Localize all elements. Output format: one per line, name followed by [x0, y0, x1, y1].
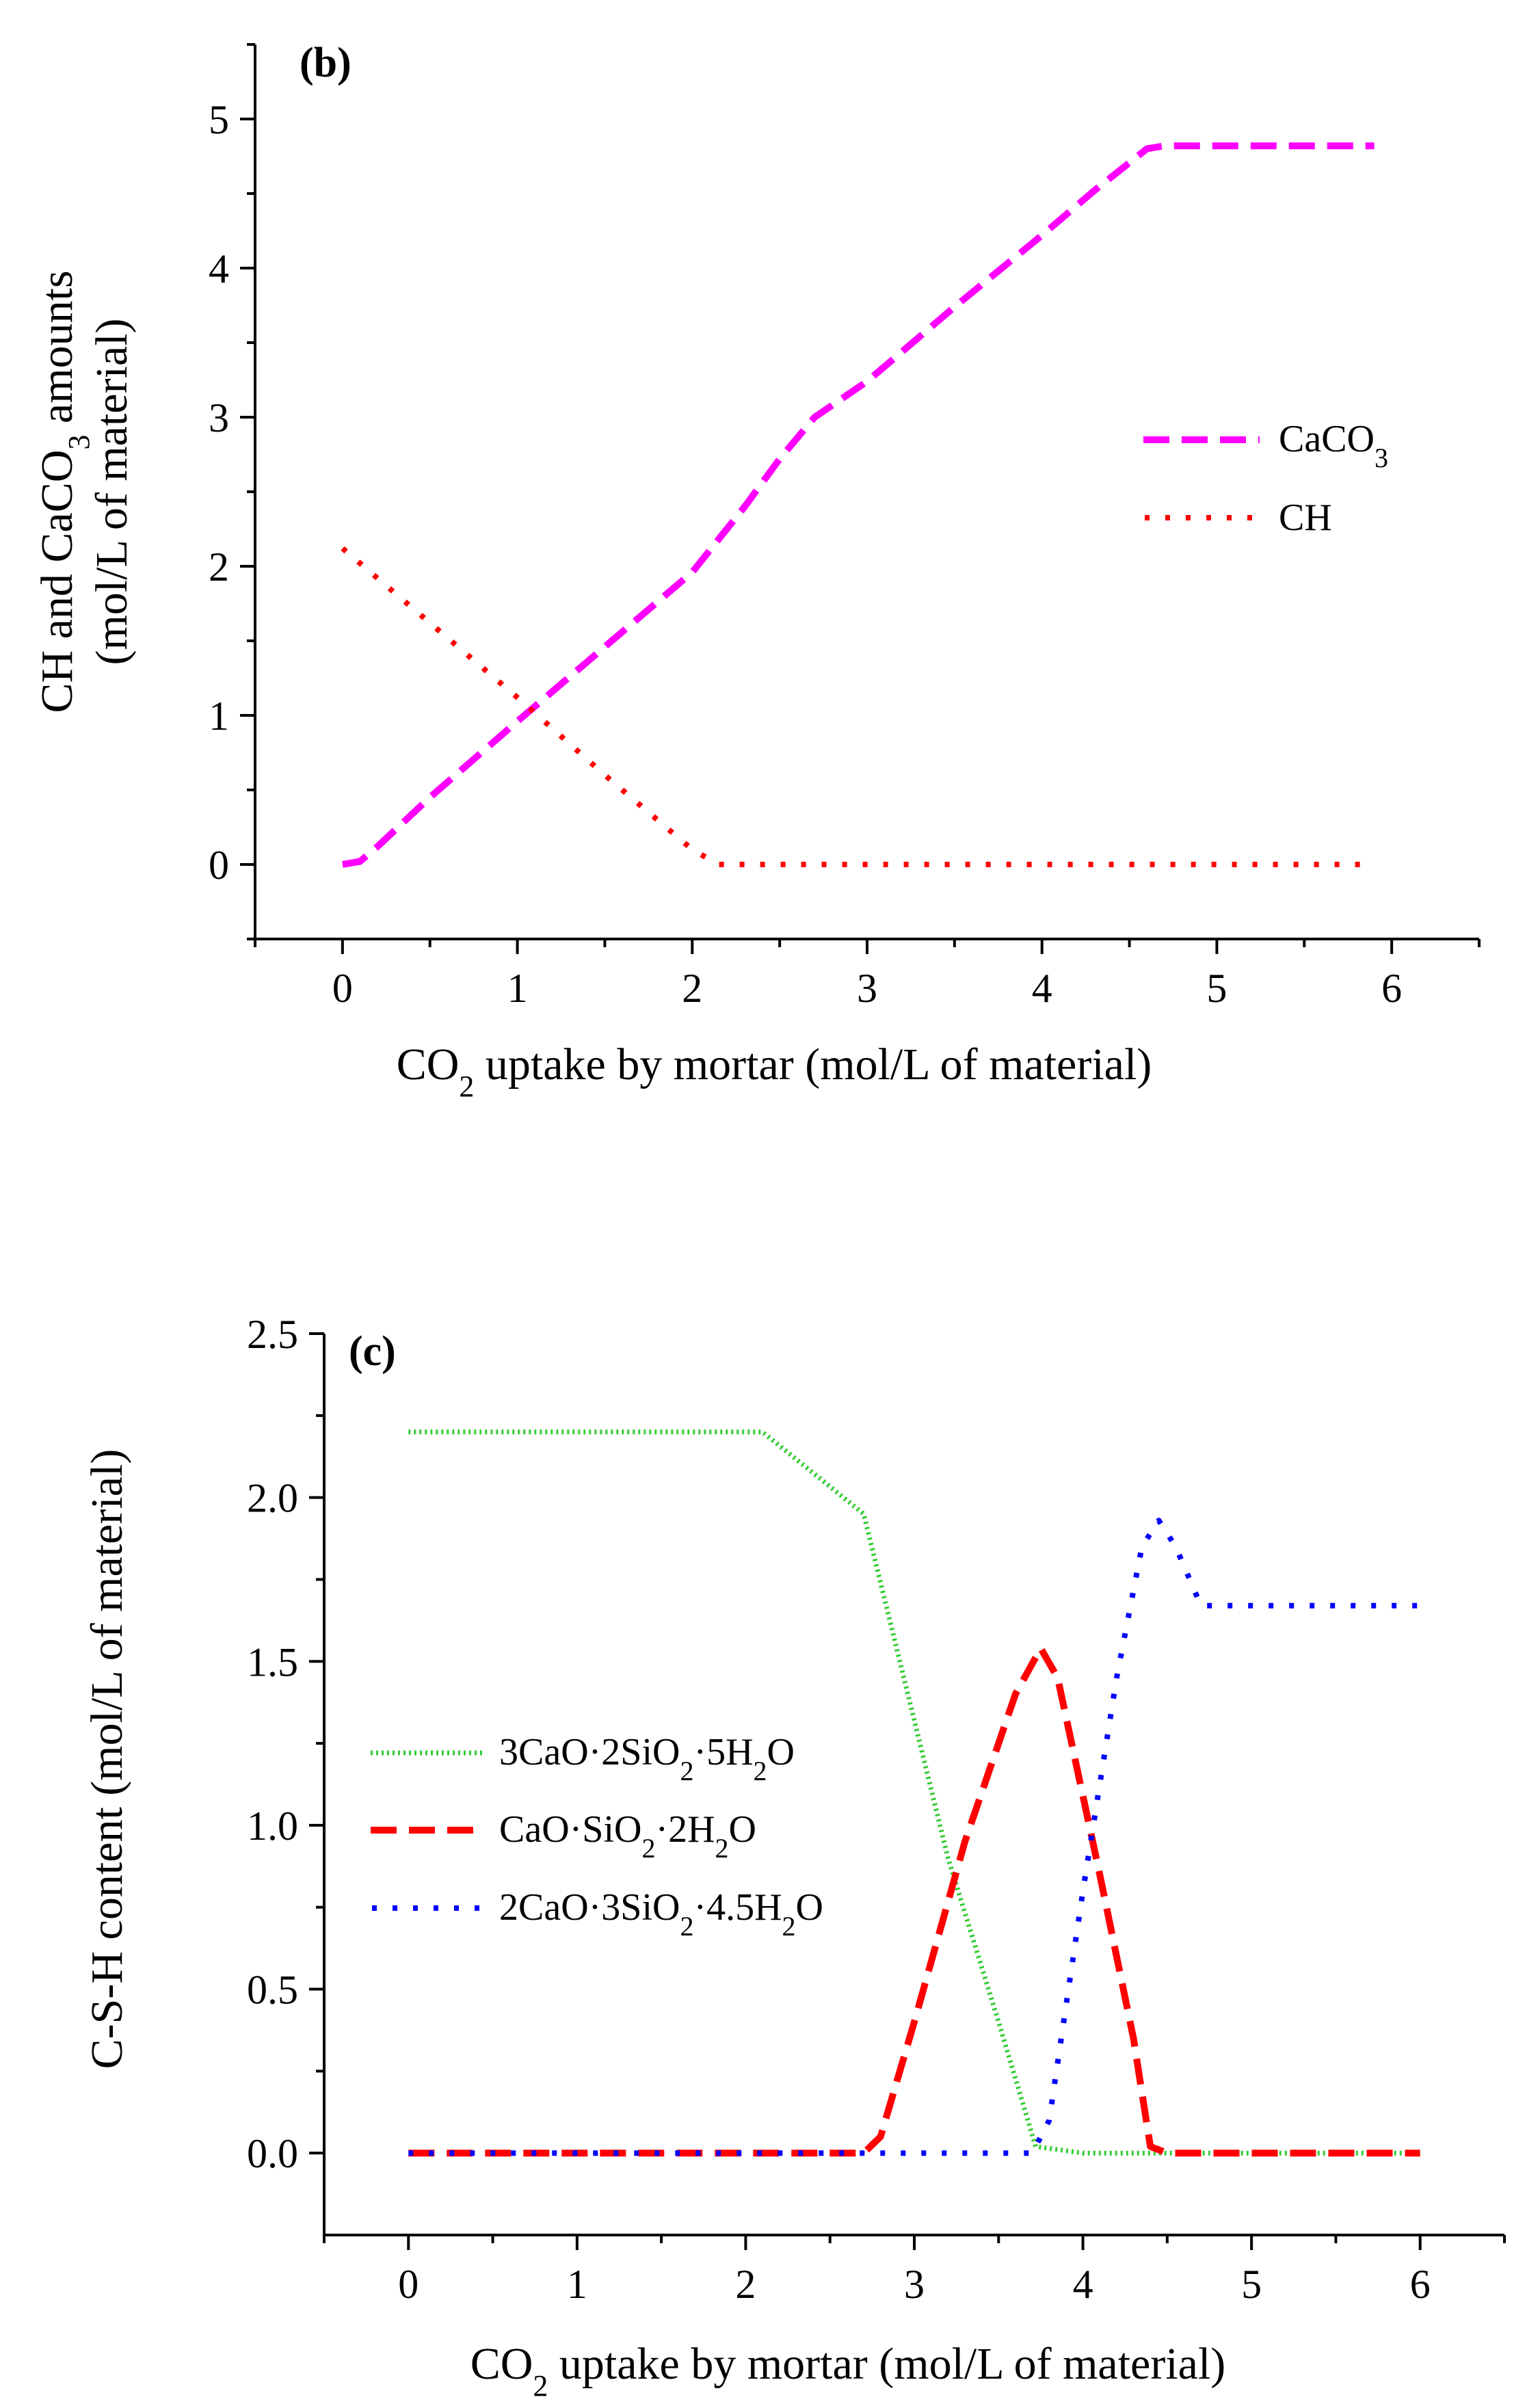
b-x-tick-label: 4: [1032, 966, 1052, 1011]
c-x-tick-label: 4: [1073, 2262, 1093, 2307]
panel-c-ticks: [309, 1332, 1506, 2250]
legend-label-ch: CH: [1279, 497, 1332, 539]
c-x-tick-label: 2: [735, 2262, 756, 2307]
panel-b-label: (b): [300, 40, 351, 86]
panel-b-ylabel-line1: CH and CaCO3 amounts: [32, 270, 96, 713]
b-x-tick-label: 3: [857, 966, 877, 1011]
panel-b-tick-labels: 0 1 2 3 4 5 6 0 1 2 3 4 5: [209, 97, 1402, 1011]
panel-c-tick-labels: 0 1 2 3 4 5 6 0.0 0.5 1.0 1.5 2.0 2.5: [247, 1312, 1431, 2307]
legend-label-3cao: 3CaO·2SiO2·5H2O: [499, 1731, 795, 1786]
panel-b-legend: CaCO3 CH: [1143, 418, 1388, 539]
chart-panel-b: 0 1 2 3 4 5 6 0 1 2 3 4 5 (b) CH and CaCO3 amounts (…: [32, 40, 1481, 1103]
panel-c-axes: [323, 1334, 1504, 2236]
c-series-line-1: [408, 1645, 1420, 2157]
c-y-tick-label: 1.5: [247, 1639, 298, 1684]
panel-b-ylabel-line2: (mol/L of material): [87, 318, 137, 665]
b-y-tick-label: 4: [209, 246, 229, 291]
panel-c-legend: 3CaO·2SiO2·5H2O CaO·SiO2·2H2O 2CaO·3SiO2…: [371, 1731, 823, 1942]
b-series-line-0: [342, 142, 1375, 868]
c-y-tick-label: 2.0: [247, 1476, 298, 1521]
b-y-tick-label: 0: [209, 843, 229, 888]
legend-label-2cao: 2CaO·3SiO2·4.5H2O: [499, 1886, 823, 1942]
b-x-tick-label: 1: [507, 966, 528, 1011]
c-y-tick-label: 0.0: [247, 2131, 298, 2176]
panel-c-label: (c): [349, 1328, 396, 1375]
b-x-tick-label: 2: [682, 966, 702, 1011]
c-x-tick-label: 6: [1410, 2262, 1431, 2307]
panel-b-ticks: [240, 43, 1481, 954]
panel-c-xlabel: CO2 uptake by mortar (mol/L of material): [470, 2339, 1226, 2403]
c-x-tick-label: 3: [904, 2262, 925, 2307]
b-y-tick-label: 3: [209, 395, 229, 440]
b-y-tick-label: 1: [209, 693, 229, 739]
chart-panel-c: 0 1 2 3 4 5 6 0.0 0.5 1.0 1.5 2.0 2.5 (c) C-S-H cont…: [82, 1312, 1506, 2403]
c-y-tick-label: 0.5: [247, 1968, 298, 2013]
c-series-line-0: [408, 1429, 1420, 2156]
c-x-tick-label: 5: [1241, 2262, 1262, 2307]
c-y-tick-label: 2.5: [247, 1312, 298, 1357]
c-x-tick-label: 0: [398, 2262, 419, 2307]
c-series-line-2: [408, 1518, 1420, 2156]
panel-b-axes: [254, 44, 1479, 940]
b-x-tick-label: 6: [1381, 966, 1402, 1011]
b-series-line-1: [341, 546, 1375, 867]
panel-b-ylabel: CH and CaCO3 amounts (mol/L of material): [32, 270, 137, 713]
c-y-tick-label: 1.0: [247, 1803, 298, 1849]
panel-c-ylabel: C-S-H content (mol/L of material): [82, 1449, 132, 2070]
b-x-tick-label: 5: [1206, 966, 1227, 1011]
b-y-tick-label: 2: [209, 544, 229, 590]
b-y-tick-label: 5: [209, 97, 229, 142]
panel-c-series: [408, 1429, 1420, 2157]
c-x-tick-label: 1: [567, 2262, 587, 2307]
b-x-tick-label: 0: [332, 966, 353, 1011]
legend-label-caco3: CaCO3: [1279, 418, 1388, 473]
panel-b-xlabel: CO2 uptake by mortar (mol/L of material): [397, 1040, 1152, 1103]
legend-label-cao: CaO·SiO2·2H2O: [499, 1808, 756, 1864]
panel-b-series: [341, 142, 1375, 868]
